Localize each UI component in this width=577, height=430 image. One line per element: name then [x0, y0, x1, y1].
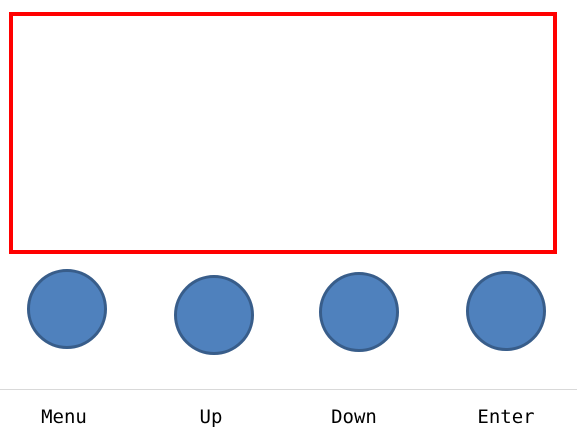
divider [0, 389, 577, 390]
enter-button[interactable] [466, 271, 546, 351]
menu-label: Menu [41, 406, 87, 428]
up-label: Up [199, 406, 223, 428]
down-button[interactable] [319, 272, 399, 352]
menu-button[interactable] [27, 269, 107, 349]
down-label: Down [331, 406, 377, 428]
enter-label: Enter [477, 406, 535, 428]
up-button[interactable] [174, 275, 254, 355]
display-screen [9, 12, 557, 254]
